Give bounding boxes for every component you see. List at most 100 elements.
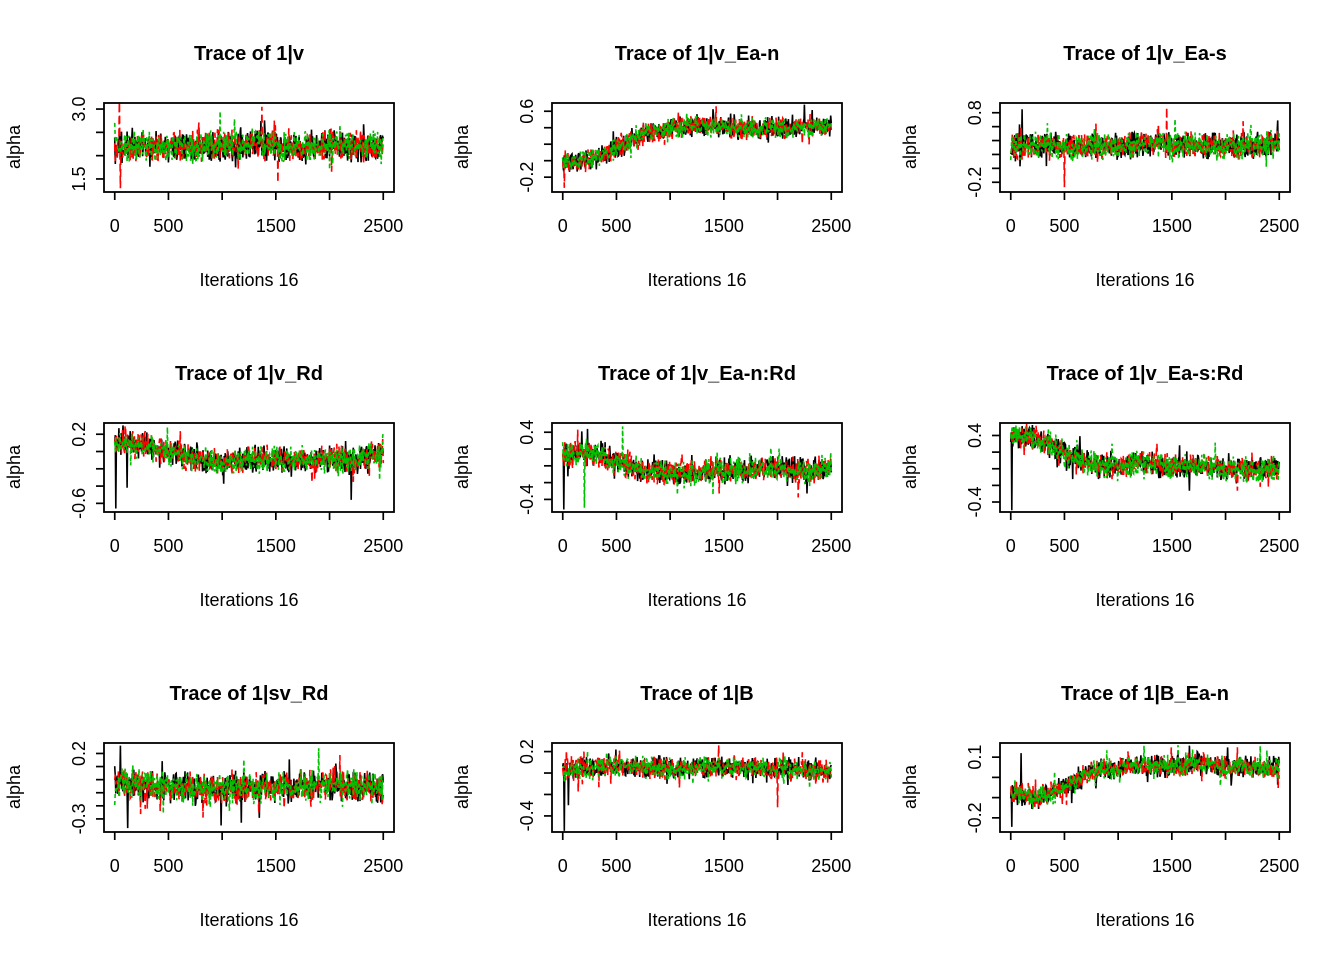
x-tick-label: 1500 — [256, 856, 296, 876]
x-axis-label: Iterations 16 — [647, 270, 746, 290]
y-tick-label: 1.5 — [69, 166, 89, 191]
trace-panel-1: Trace of 1|v 3.0 1.5 alpha 0 500 1500 2500 Itera… — [4, 43, 403, 290]
plot-box — [551, 742, 843, 833]
y-tick-label: -0.4 — [517, 800, 537, 831]
x-tick-label: 1500 — [704, 856, 744, 876]
panel-title: Trace of 1|v_Ea-n — [615, 43, 780, 65]
y-tick-label: 0.8 — [965, 100, 985, 125]
y-tick-label: 0.6 — [517, 99, 537, 124]
y-tick-label: 0.2 — [69, 422, 89, 447]
y-tick-label: -0.4 — [965, 487, 985, 518]
plot-box — [551, 102, 843, 193]
x-tick-label: 2500 — [811, 536, 851, 556]
y-tick-label: 3.0 — [69, 97, 89, 122]
plot-box — [999, 742, 1291, 833]
x-tick-label: 2500 — [363, 856, 403, 876]
x-tick-label: 500 — [1049, 856, 1079, 876]
trace-panel-9: Trace of 1|B_Ea-n 0.1 -0.2 alpha 0 500 1500 250… — [900, 683, 1299, 930]
trace-panel-4: Trace of 1|v_Rd 0.2 -0.6 alpha 0 500 1500 2500 I… — [4, 363, 403, 610]
x-tick-label: 500 — [601, 216, 631, 236]
x-axis-label: Iterations 16 — [647, 590, 746, 610]
trace-chain-3 — [561, 112, 833, 170]
panel-title: Trace of 1|B_Ea-n — [1061, 683, 1229, 705]
x-tick-label: 2500 — [1259, 856, 1299, 876]
plot-box — [551, 422, 843, 513]
x-tick-label: 0 — [110, 216, 120, 236]
y-axis-label: alpha — [900, 124, 920, 169]
trace-chain-3 — [1009, 425, 1281, 485]
y-tick-label: 0.2 — [69, 741, 89, 766]
x-tick-label: 0 — [110, 856, 120, 876]
x-tick-label: 0 — [558, 856, 568, 876]
trace-panel-8: Trace of 1|B 0.2 -0.4 alpha 0 500 1500 2500 Iter… — [452, 683, 851, 930]
trace-chain-3 — [1009, 118, 1281, 167]
x-tick-label: 2500 — [1259, 216, 1299, 236]
x-tick-label: 1500 — [1152, 856, 1192, 876]
trace-panel-5: Trace of 1|v_Ea-n:Rd 0.4 -0.4 alpha 0 500 1500… — [452, 363, 851, 610]
y-tick-label: -0.3 — [69, 803, 89, 834]
panel-title: Trace of 1|v_Ea-n:Rd — [598, 363, 796, 385]
x-axis-label: Iterations 16 — [1095, 910, 1194, 930]
x-tick-label: 1500 — [1152, 216, 1192, 236]
trace-chain-3 — [1010, 745, 1281, 809]
x-tick-label: 500 — [153, 856, 183, 876]
trace-chain-2 — [1009, 423, 1281, 491]
x-axis-label: Iterations 16 — [199, 910, 298, 930]
x-tick-label: 1500 — [256, 216, 296, 236]
y-tick-label: 0.1 — [965, 745, 985, 770]
y-tick-label: -0.4 — [517, 484, 537, 515]
x-tick-label: 1500 — [704, 216, 744, 236]
y-axis-label: alpha — [4, 764, 24, 809]
panel-title: Trace of 1|v — [194, 43, 305, 65]
x-axis-label: Iterations 16 — [199, 590, 298, 610]
x-tick-label: 500 — [601, 856, 631, 876]
x-tick-label: 500 — [1049, 216, 1079, 236]
panel-title: Trace of 1|v_Ea-s — [1063, 43, 1226, 65]
x-tick-label: 1500 — [1152, 536, 1192, 556]
x-tick-label: 2500 — [363, 536, 403, 556]
x-axis-label: Iterations 16 — [647, 910, 746, 930]
x-tick-label: 0 — [558, 216, 568, 236]
x-axis-label: Iterations 16 — [1095, 270, 1194, 290]
x-tick-label: 0 — [1006, 856, 1016, 876]
x-tick-label: 500 — [1049, 536, 1079, 556]
trace-panel-3: Trace of 1|v_Ea-s 0.8 -0.2 alpha 0 500 1500 250… — [900, 43, 1299, 290]
panel-title: Trace of 1|sv_Rd — [169, 683, 328, 705]
y-axis-label: alpha — [900, 764, 920, 809]
trace-panel-7: Trace of 1|sv_Rd 0.2 -0.3 alpha 0 500 1500 2500… — [4, 683, 403, 930]
y-tick-label: -0.2 — [965, 167, 985, 198]
x-tick-label: 0 — [1006, 216, 1016, 236]
x-axis-label: Iterations 16 — [1095, 590, 1194, 610]
x-tick-label: 0 — [110, 536, 120, 556]
trace-chain-3 — [113, 427, 385, 480]
trace-chain-2 — [561, 745, 833, 808]
y-tick-label: 0.4 — [517, 420, 537, 445]
y-tick-label: -0.2 — [965, 802, 985, 833]
plot-box — [103, 422, 395, 513]
x-tick-label: 1500 — [704, 536, 744, 556]
y-tick-label: 0.4 — [965, 423, 985, 448]
plot-box — [999, 102, 1291, 193]
trace-panel-6: Trace of 1|v_Ea-s:Rd 0.4 -0.4 alpha 0 500 1500… — [900, 363, 1299, 610]
y-tick-label: 0.2 — [517, 739, 537, 764]
x-axis-label: Iterations 16 — [199, 270, 298, 290]
plot-box — [103, 102, 395, 193]
y-axis-label: alpha — [4, 124, 24, 169]
y-axis-label: alpha — [452, 444, 472, 489]
x-tick-label: 2500 — [363, 216, 403, 236]
trace-chain-3 — [113, 748, 385, 814]
y-axis-label: alpha — [900, 444, 920, 489]
trace-panel-2: Trace of 1|v_Ea-n 0.6 -0.2 alpha 0 500 1500 250… — [452, 43, 851, 290]
y-axis-label: alpha — [452, 764, 472, 809]
panel-title: Trace of 1|v_Ea-s:Rd — [1047, 363, 1244, 385]
x-tick-label: 500 — [153, 536, 183, 556]
y-axis-label: alpha — [452, 124, 472, 169]
y-tick-label: -0.2 — [517, 162, 537, 193]
x-tick-label: 2500 — [811, 216, 851, 236]
y-axis-label: alpha — [4, 444, 24, 489]
panel-title: Trace of 1|B — [640, 683, 753, 705]
x-tick-label: 0 — [558, 536, 568, 556]
plot-box — [103, 742, 395, 833]
x-tick-label: 0 — [1006, 536, 1016, 556]
